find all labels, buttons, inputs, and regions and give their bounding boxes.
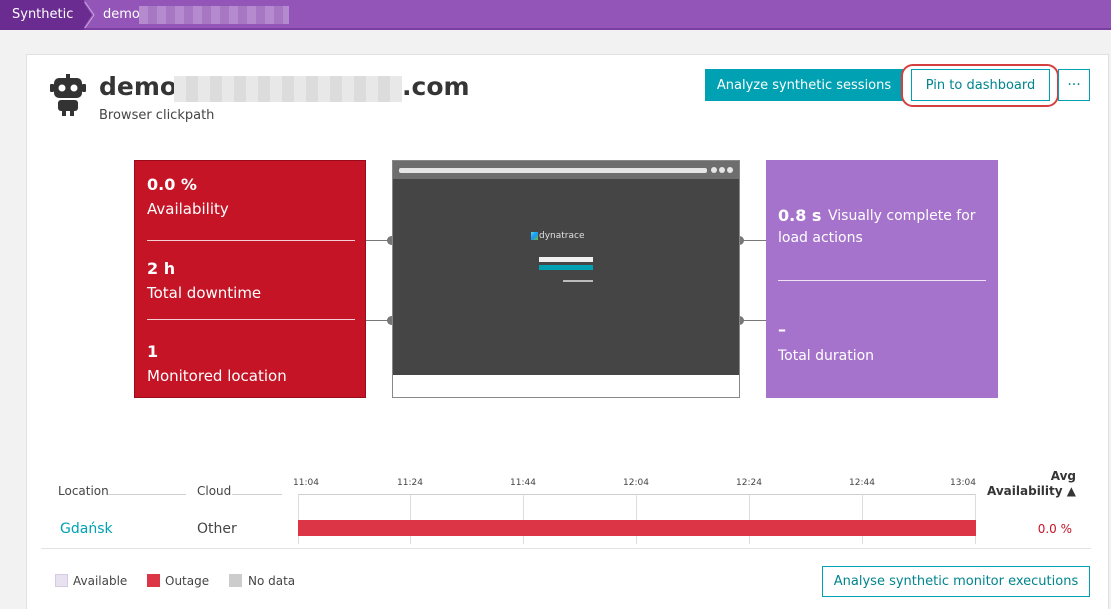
preview-link: [563, 280, 593, 282]
browser-dot: [727, 167, 733, 173]
more-options-button[interactable]: ···: [1058, 69, 1090, 101]
breadcrumb-separator: [82, 0, 92, 30]
location-link[interactable]: Gdańsk: [60, 521, 113, 537]
legend-label-no-data: No data: [248, 574, 296, 588]
monitor-title: demo.: [99, 72, 187, 101]
outage-timeline-bar[interactable]: [298, 520, 976, 536]
analyse-executions-button[interactable]: Analyse synthetic monitor executions: [822, 566, 1090, 597]
preview-button: [539, 265, 593, 270]
legend-swatch-outage: [147, 574, 160, 587]
legend-swatch-available: [55, 574, 68, 587]
robot-icon: [50, 74, 86, 116]
time-tick: 13:04: [950, 478, 976, 488]
connector-line: [740, 240, 766, 241]
divider: [778, 280, 986, 281]
downtime-label: Total downtime: [147, 284, 262, 302]
time-tick: 11:44: [510, 478, 536, 488]
time-tick: 12:24: [736, 478, 762, 488]
grid-line: [636, 494, 637, 544]
cloud-value: Other: [197, 521, 237, 537]
availability-label: Availability: [147, 200, 229, 218]
time-tick: 11:04: [293, 478, 319, 488]
avg-availability-value: 0.0 %: [1037, 522, 1072, 536]
analyze-sessions-button[interactable]: Analyze synthetic sessions: [705, 69, 903, 101]
connector-dot: [387, 316, 396, 325]
connector-line: [366, 320, 392, 321]
locations-label: Monitored location: [147, 367, 287, 385]
connector-line: [740, 320, 766, 321]
visually-complete-label: Visually complete for: [828, 208, 976, 224]
browser-address-bar: [399, 168, 707, 173]
time-tick: 12:44: [849, 478, 875, 488]
breadcrumb-current: demo: [103, 7, 140, 22]
header-underline: [232, 494, 282, 495]
chevron-right-icon: [84, 2, 95, 28]
header-underline: [108, 494, 186, 495]
time-tick: 12:04: [623, 478, 649, 488]
column-header-availability[interactable]: Availability ▲: [987, 484, 1076, 498]
locations-value: 1: [147, 342, 159, 361]
total-duration-value: –: [778, 320, 786, 339]
browser-dot: [711, 167, 717, 173]
total-duration-label: Total duration: [778, 348, 875, 364]
monitor-type: Browser clickpath: [99, 108, 215, 123]
downtime-value: 2 h: [147, 259, 176, 278]
breadcrumb-synthetic[interactable]: Synthetic: [0, 0, 84, 30]
redacted-mask: [139, 6, 289, 24]
browser-chrome: [393, 161, 739, 179]
availability-tile[interactable]: 0.0 % Availability 2 h Total downtime 1 …: [134, 160, 366, 398]
timeline-axis: [298, 494, 976, 495]
preview-input: [539, 257, 593, 262]
visually-complete-value: 0.8 s: [778, 206, 822, 225]
legend-label-available: Available: [73, 574, 128, 588]
column-header-cloud[interactable]: Cloud: [197, 484, 232, 498]
connector-line: [366, 240, 392, 241]
grid-line: [862, 494, 863, 544]
legend-label-outage: Outage: [165, 574, 210, 588]
dynatrace-logo-icon: [531, 232, 538, 240]
grid-line: [298, 494, 299, 544]
visually-complete-label-line2: load actions: [778, 230, 863, 246]
connector-dot: [387, 236, 396, 245]
divider: [147, 240, 355, 241]
availability-value: 0.0 %: [147, 175, 197, 194]
browser-dot: [719, 167, 725, 173]
performance-tile[interactable]: 0.8 s Visually complete for load actions…: [766, 160, 998, 398]
top-breadcrumb-bar: Synthetic demo: [0, 0, 1111, 30]
time-tick: 11:24: [397, 478, 423, 488]
legend-swatch-no-data: [229, 574, 242, 587]
grid-line: [749, 494, 750, 544]
screenshot-preview[interactable]: dynatrace: [392, 160, 740, 398]
preview-screen: dynatrace: [393, 179, 739, 375]
grid-line: [410, 494, 411, 544]
divider: [147, 319, 355, 320]
column-header-location[interactable]: Location: [58, 484, 109, 498]
grid-line: [975, 494, 976, 544]
preview-logo-text: dynatrace: [539, 231, 585, 241]
monitor-title-suffix: .com: [402, 72, 470, 101]
column-header-avg[interactable]: Avg: [1050, 469, 1076, 483]
row-divider: [41, 548, 1091, 549]
pin-to-dashboard-button[interactable]: Pin to dashboard: [911, 69, 1050, 101]
redacted-mask: [174, 76, 402, 102]
grid-line: [523, 494, 524, 544]
